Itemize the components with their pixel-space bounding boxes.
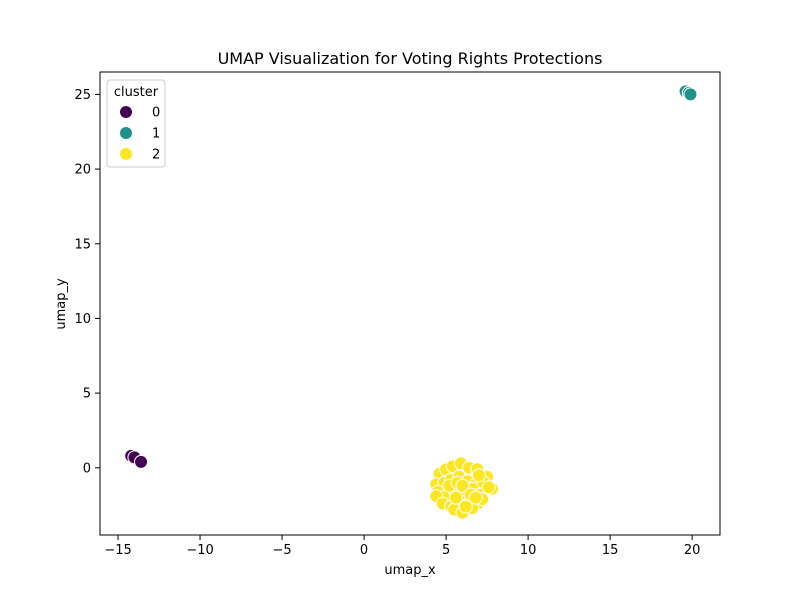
x-tick-label: −10 xyxy=(186,543,213,558)
legend-label-cluster-0: 0 xyxy=(152,106,160,121)
y-axis-title: umap_y xyxy=(54,278,69,330)
data-point-cluster-2 xyxy=(481,480,496,495)
x-tick-label: 15 xyxy=(602,543,619,558)
data-point-cluster-2 xyxy=(455,478,470,493)
legend-title: cluster xyxy=(114,85,159,100)
legend-marker-cluster-2 xyxy=(119,147,133,161)
x-tick-label: 10 xyxy=(520,543,537,558)
data-point-cluster-1 xyxy=(683,87,698,102)
axes-frame xyxy=(99,71,721,536)
legend: cluster 0 1 2 xyxy=(106,79,166,168)
legend-marker-cluster-1 xyxy=(119,126,133,140)
x-tick-label: −5 xyxy=(272,543,291,558)
legend-box xyxy=(106,79,166,168)
x-tick-label: 5 xyxy=(442,543,450,558)
x-tick-label: −15 xyxy=(104,543,131,558)
x-tick-label: 0 xyxy=(360,543,368,558)
y-tick-label: 25 xyxy=(74,88,91,103)
legend-marker-cluster-0 xyxy=(119,105,133,119)
chart-title: UMAP Visualization for Voting Rights Pro… xyxy=(218,49,603,68)
data-point-cluster-2 xyxy=(458,499,473,514)
x-axis-title: umap_x xyxy=(384,563,436,578)
data-point-cluster-2 xyxy=(468,490,483,505)
y-tick-label: 5 xyxy=(83,387,91,402)
y-tick-label: 15 xyxy=(74,237,91,252)
data-point-cluster-2 xyxy=(471,468,486,483)
legend-label-cluster-1: 1 xyxy=(152,127,160,142)
y-tick-label: 20 xyxy=(74,163,91,178)
data-point-cluster-2 xyxy=(448,490,463,505)
y-tick-label: 10 xyxy=(74,312,91,327)
y-tick-label: 0 xyxy=(83,461,91,476)
legend-label-cluster-2: 2 xyxy=(152,148,160,163)
plot-area xyxy=(124,84,698,520)
data-point-cluster-0 xyxy=(134,454,149,469)
x-tick-label: 20 xyxy=(684,543,701,558)
